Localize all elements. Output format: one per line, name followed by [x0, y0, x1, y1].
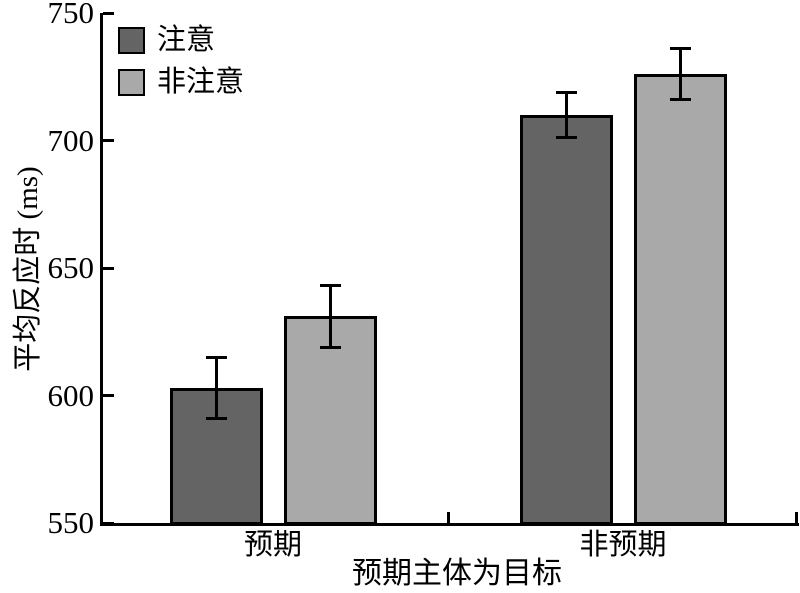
error-bar-cap	[555, 90, 577, 94]
x-axis-line	[100, 523, 799, 526]
error-bar-cap	[205, 355, 227, 359]
legend: 注意 非注意	[118, 26, 244, 110]
legend-swatch-非注意	[118, 69, 145, 96]
error-bar-cap	[555, 136, 577, 140]
error-bar-cap	[669, 98, 691, 102]
y-tick-mark	[103, 266, 114, 270]
y-tick-mark	[103, 521, 114, 525]
y-tick-label: 700	[47, 122, 95, 158]
legend-label: 注意	[157, 24, 216, 56]
y-tick-label: 550	[47, 505, 95, 540]
x-category-label: 预期	[243, 529, 302, 561]
error-bar-cap	[205, 416, 227, 420]
x-tick-mark	[794, 512, 798, 523]
x-category-label: 非预期	[579, 529, 667, 561]
y-axis-line	[100, 13, 103, 526]
bar-非注意-预期	[283, 316, 377, 525]
y-tick-mark	[103, 139, 114, 142]
legend-label: 非注意	[157, 66, 245, 98]
error-bar-stem	[214, 357, 218, 419]
bar-非注意-非预期	[633, 74, 727, 525]
y-tick-label: 750	[47, 0, 95, 30]
error-bar-stem	[328, 285, 332, 348]
bar-注意-非预期	[519, 115, 613, 525]
y-axis-title: 平均反应时 (ms)	[12, 166, 44, 372]
x-tick-mark	[446, 512, 450, 523]
y-tick-mark	[103, 11, 114, 15]
legend-item: 非注意	[118, 68, 244, 97]
error-bar-cap	[319, 284, 341, 288]
error-bar-cap	[319, 345, 341, 349]
y-tick-mark	[103, 394, 114, 397]
error-bar-stem	[564, 92, 568, 138]
error-bar-cap	[669, 47, 691, 51]
error-bar-stem	[678, 48, 682, 100]
y-tick-label: 650	[47, 250, 95, 285]
legend-item: 注意	[118, 26, 244, 55]
x-axis-title: 预期主体为目标	[352, 557, 562, 590]
y-tick-label: 600	[47, 377, 95, 413]
legend-swatch-注意	[118, 27, 145, 54]
